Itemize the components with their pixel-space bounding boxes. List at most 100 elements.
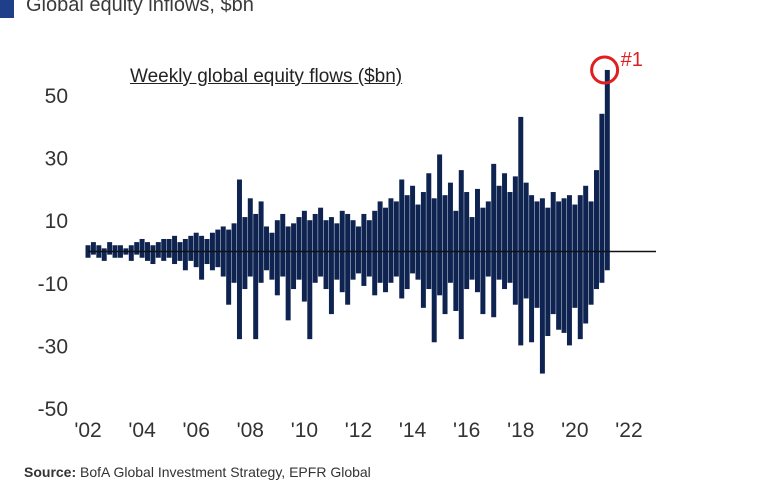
bar-positive [426, 173, 432, 252]
bar-positive [496, 185, 502, 252]
bar-positive [134, 242, 140, 252]
chart-title: Weekly global equity flows ($bn) [130, 66, 403, 87]
bar-negative [431, 251, 437, 343]
bar-negative [182, 251, 188, 271]
title-accent [0, 0, 14, 18]
bar-positive [393, 201, 399, 252]
bar-positive [204, 238, 210, 252]
bar-negative [480, 251, 486, 315]
bar-negative [236, 251, 242, 340]
bar-positive [458, 170, 464, 252]
bar-positive [258, 201, 264, 252]
bar-positive [231, 223, 237, 252]
bar-positive [523, 182, 529, 252]
bar-negative [458, 251, 464, 340]
bar-negative [280, 251, 286, 277]
bar-positive [226, 229, 232, 252]
source-note: Source: BofA Global Investment Strategy,… [24, 464, 371, 480]
bar-negative [539, 251, 545, 374]
bar-positive [420, 192, 426, 252]
bar-positive [566, 195, 572, 252]
bar-negative [242, 251, 248, 290]
bar-series [85, 69, 610, 374]
bar-positive [485, 201, 491, 252]
bar-negative [556, 251, 562, 330]
bar-negative [209, 251, 215, 271]
bar-positive [442, 195, 448, 252]
bar-negative [415, 251, 421, 280]
bar-negative [193, 251, 199, 268]
x-tick-label: '04 [128, 419, 156, 442]
bar-negative [388, 251, 394, 283]
bar-positive [366, 220, 372, 252]
bar-negative [264, 251, 270, 271]
bar-negative [199, 251, 205, 280]
bar-positive [280, 213, 286, 252]
bar-positive [377, 201, 383, 252]
bar-positive [193, 232, 199, 252]
x-tick-label: '02 [74, 419, 101, 442]
bar-positive [182, 238, 188, 252]
bar-positive [539, 198, 545, 252]
x-tick-label: '16 [453, 419, 480, 442]
bar-positive [350, 220, 356, 252]
x-tick-label: '10 [291, 419, 318, 442]
y-tick-label: 10 [45, 210, 68, 233]
bar-negative [253, 251, 259, 340]
bar-positive [318, 207, 324, 252]
bar-negative [512, 251, 518, 305]
y-tick-label: 30 [45, 148, 68, 171]
bar-negative [485, 251, 491, 277]
x-tick-label: '12 [345, 419, 372, 442]
bar-negative [550, 251, 556, 315]
bar-negative [117, 251, 123, 258]
bar-negative [474, 251, 480, 293]
bar-negative [437, 251, 443, 296]
bar-positive [296, 217, 302, 252]
bar-negative [128, 251, 134, 261]
bar-positive [594, 170, 599, 252]
bar-positive [410, 185, 416, 252]
bar-negative [85, 251, 91, 258]
bar-positive [437, 154, 443, 252]
bar-positive [404, 195, 410, 252]
bar-positive [301, 210, 307, 252]
x-tick-label: '18 [507, 419, 534, 442]
bar-negative [112, 251, 118, 258]
bar-positive [177, 242, 183, 252]
bar-positive [107, 242, 113, 252]
bar-negative [561, 251, 567, 333]
bar-negative [204, 251, 210, 265]
bar-positive [112, 245, 118, 252]
bar-positive [334, 223, 340, 252]
bar-negative [355, 251, 361, 274]
bar-negative [150, 251, 156, 265]
bar-negative [258, 251, 264, 283]
bar-negative [366, 251, 372, 277]
bar-negative [90, 251, 96, 255]
bar-positive [166, 238, 172, 252]
bar-negative [301, 251, 307, 302]
bar-positive [469, 217, 475, 252]
bar-positive [199, 235, 205, 252]
bar-negative [134, 251, 140, 255]
bar-negative [345, 251, 351, 305]
bar-negative [377, 251, 383, 283]
bar-negative [502, 251, 508, 290]
bar-positive [117, 245, 123, 252]
bar-positive [355, 226, 361, 252]
bar-positive [545, 207, 551, 252]
y-tick-label: -30 [38, 335, 68, 358]
bar-negative [518, 251, 524, 346]
bar-negative [339, 251, 345, 293]
bar-negative [393, 251, 399, 277]
bar-negative [123, 251, 129, 255]
bar-positive [464, 192, 470, 252]
bar-negative [604, 251, 610, 271]
bar-positive [172, 235, 178, 252]
bar-positive [220, 226, 226, 252]
bar-positive [491, 163, 497, 252]
bar-positive [388, 198, 394, 252]
bar-positive [312, 213, 318, 252]
bar-positive [415, 204, 421, 252]
